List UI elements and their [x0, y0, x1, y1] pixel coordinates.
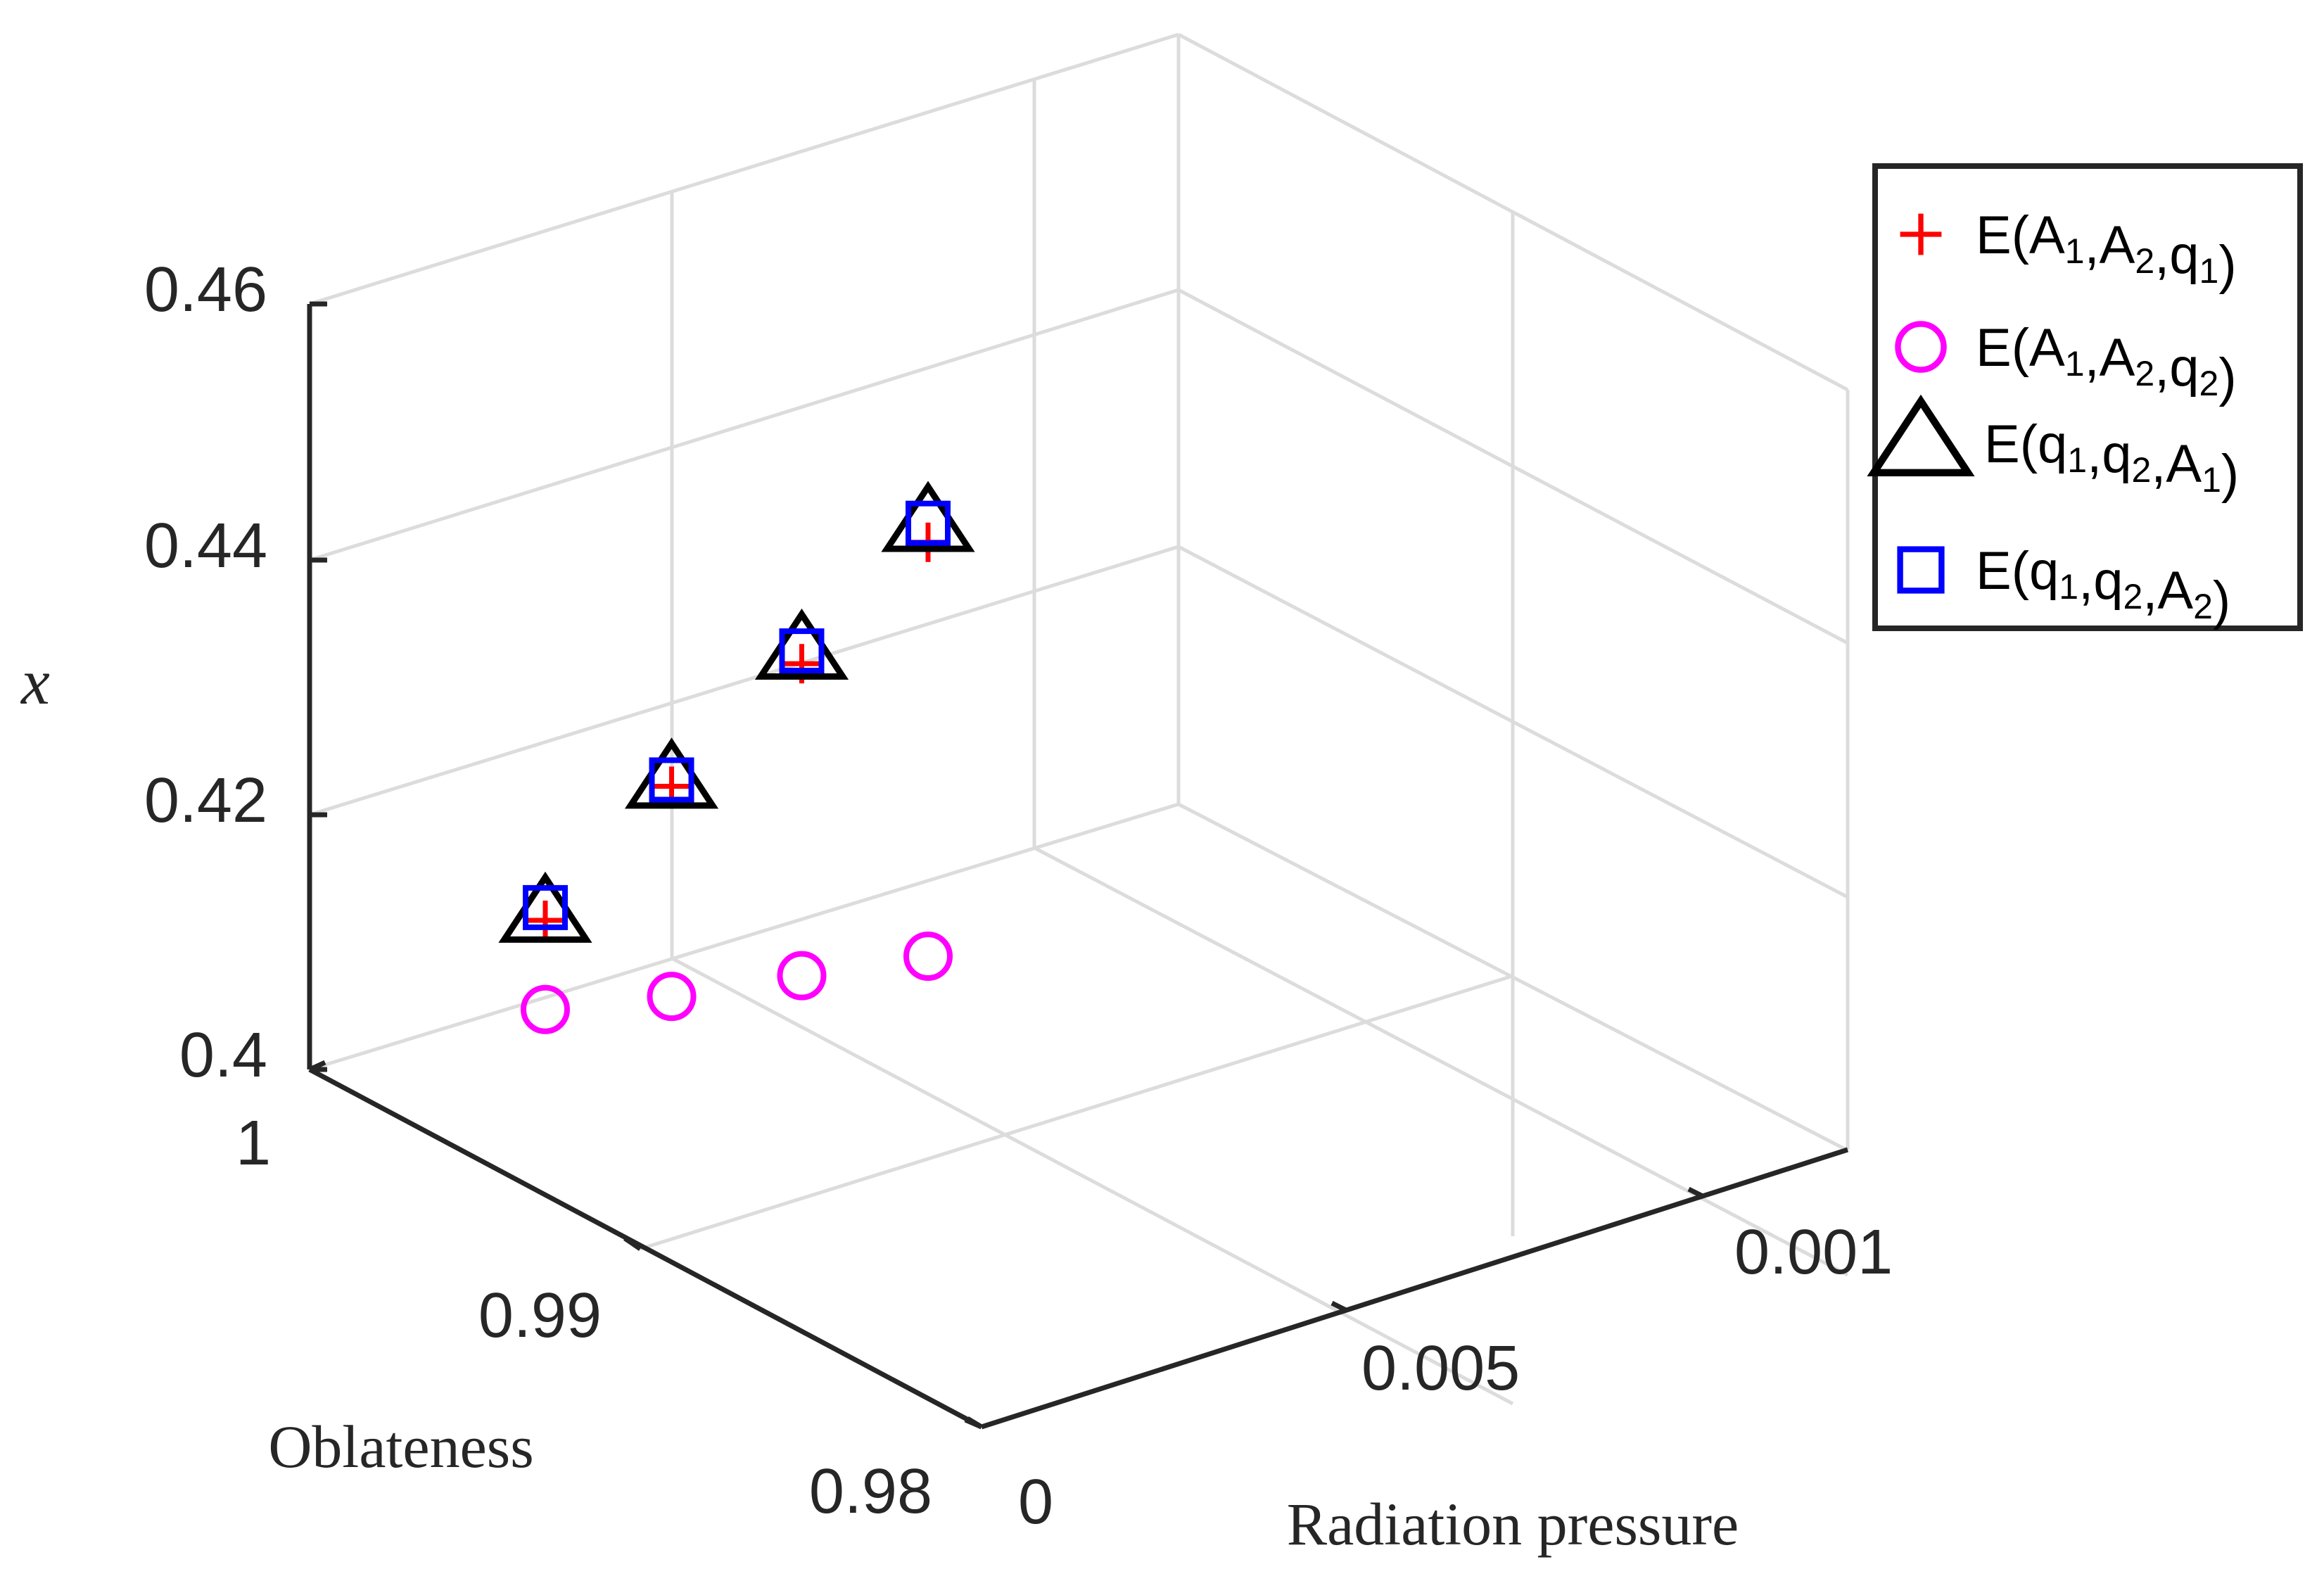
data-point-circle-marker — [647, 972, 697, 1022]
legend: E(A1,A2,q1) E(A1,A2,q2)E(q1,q2,A1) E(q1,q2… — [1867, 163, 2303, 631]
legend-plus-icon — [1900, 213, 1942, 255]
z-tick-labels: 0.46 0.44 0.42 0.4 — [144, 255, 267, 1091]
data-point-square-marker — [649, 757, 694, 803]
data-point-circle-marker — [521, 984, 570, 1034]
z-tick-label: 0.44 — [144, 511, 267, 581]
z-tick-label: 0.46 — [144, 255, 267, 325]
x-tick-label: 0 — [1018, 1467, 1053, 1537]
data-point-square-marker — [906, 500, 951, 546]
grid-line — [671, 956, 1514, 1406]
data-markers — [498, 481, 975, 1034]
z-tick-label: 0.4 — [179, 1020, 267, 1091]
grid-back-right-wall — [1177, 32, 1850, 1236]
data-point-circle-marker — [903, 932, 953, 982]
z-tick-label: 0.42 — [144, 766, 267, 836]
grid-line — [309, 288, 1179, 562]
legend-box — [1872, 163, 2303, 631]
legend-label: E(q1,q2,A2) — [1976, 541, 2230, 630]
x-tick — [966, 1416, 983, 1430]
z-axis-label: x — [20, 646, 50, 718]
x-axis — [980, 1147, 1849, 1430]
legend-label: E(A1,A2,q2) — [1976, 318, 2237, 407]
axes — [307, 304, 1849, 1430]
y-tick — [623, 1236, 642, 1251]
y-tick-labels: 1 0.99 0.98 — [236, 1108, 932, 1527]
grid-line — [309, 32, 1179, 306]
y-tick-label: 0.98 — [809, 1456, 932, 1527]
z-ticks — [310, 301, 327, 1072]
legend-square-icon — [1897, 546, 1945, 594]
y-axis-label: Oblateness — [268, 1413, 533, 1480]
data-point-square-marker — [779, 628, 825, 674]
grid-line — [309, 545, 1179, 817]
x-tick-label: 0.001 — [1734, 1217, 1893, 1288]
y-axis — [308, 1067, 983, 1430]
grid-line — [309, 802, 1179, 1072]
legend-label: E(q1,q2,A1) — [1984, 414, 2239, 504]
legend-items: E(A1,A2,q1) E(A1,A2,q2)E(q1,q2,A1) E(q1,q2… — [1867, 205, 2239, 630]
legend-circle-icon — [1895, 321, 1947, 373]
y-tick-label: 0.99 — [478, 1281, 602, 1351]
y-tick — [308, 1060, 326, 1072]
x-ticks — [966, 1186, 1704, 1430]
legend-label: E(A1,A2,q1) — [1976, 205, 2237, 295]
grid-line — [640, 974, 1513, 1251]
data-point-square-marker — [523, 884, 568, 930]
grid-floor — [640, 846, 1849, 1406]
x-tick — [1687, 1186, 1704, 1199]
data-point-circle-marker — [777, 951, 827, 1001]
x-tick-label: 0.005 — [1361, 1333, 1520, 1404]
grid-line — [1033, 846, 1849, 1277]
x-tick — [1331, 1300, 1347, 1313]
data-point-plus-marker — [526, 901, 565, 940]
x-tick-labels: 0 0.005 0.001 — [1018, 1217, 1893, 1537]
y-tick-label: 1 — [236, 1108, 271, 1179]
grid-back-left-wall — [309, 32, 1181, 1072]
legend-triangle-icon — [1867, 394, 1975, 477]
grid-line — [1177, 32, 1849, 392]
x-axis-label: Radiation pressure — [1287, 1490, 1739, 1558]
